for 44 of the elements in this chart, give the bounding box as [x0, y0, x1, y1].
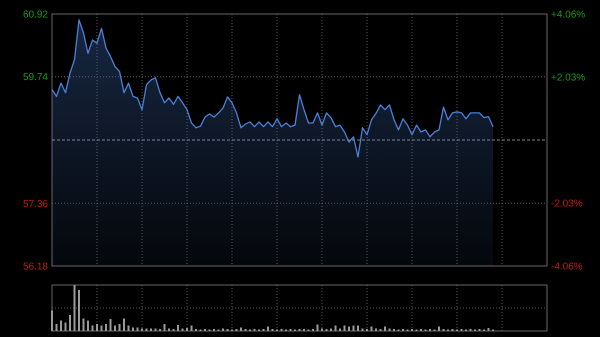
bar [118, 324, 120, 331]
bar [186, 328, 188, 331]
y-tick-label: 60.92 [22, 10, 48, 20]
bar [92, 325, 94, 331]
bar [105, 324, 107, 331]
bar [316, 324, 318, 331]
bar [82, 318, 84, 331]
bar [78, 290, 80, 331]
bar [136, 327, 138, 331]
bar [96, 324, 98, 331]
bar [488, 328, 490, 331]
bar [132, 327, 134, 331]
bar [123, 318, 125, 331]
y-tick-label: 56.18 [22, 262, 48, 272]
bar [100, 325, 102, 331]
y2-tick-label: +2.03% [551, 72, 586, 84]
bar [56, 324, 58, 331]
y2-tick-label: -2.03% [551, 198, 583, 210]
bar [69, 314, 71, 331]
bar [51, 310, 53, 331]
bar [240, 327, 242, 331]
bar [128, 325, 130, 331]
bar [164, 324, 166, 331]
y-tick-label: 57.36 [22, 198, 48, 210]
bar [384, 326, 386, 331]
bar [110, 319, 112, 331]
bar [370, 326, 372, 331]
bar [177, 325, 179, 331]
y-tick-label: 59.74 [22, 72, 48, 84]
bar [114, 325, 116, 331]
bar [74, 285, 76, 331]
bar [438, 326, 440, 331]
bar [87, 320, 89, 331]
y2-tick-label: +4.06% [551, 10, 586, 20]
bar [357, 325, 359, 331]
bar [348, 326, 350, 331]
bar [352, 325, 354, 331]
y2-tick-label: -4.06% [551, 262, 583, 272]
bar [190, 325, 192, 331]
bar [267, 326, 269, 331]
bar [64, 322, 66, 331]
bar [60, 320, 62, 331]
bar [334, 325, 336, 331]
bar [344, 325, 346, 331]
